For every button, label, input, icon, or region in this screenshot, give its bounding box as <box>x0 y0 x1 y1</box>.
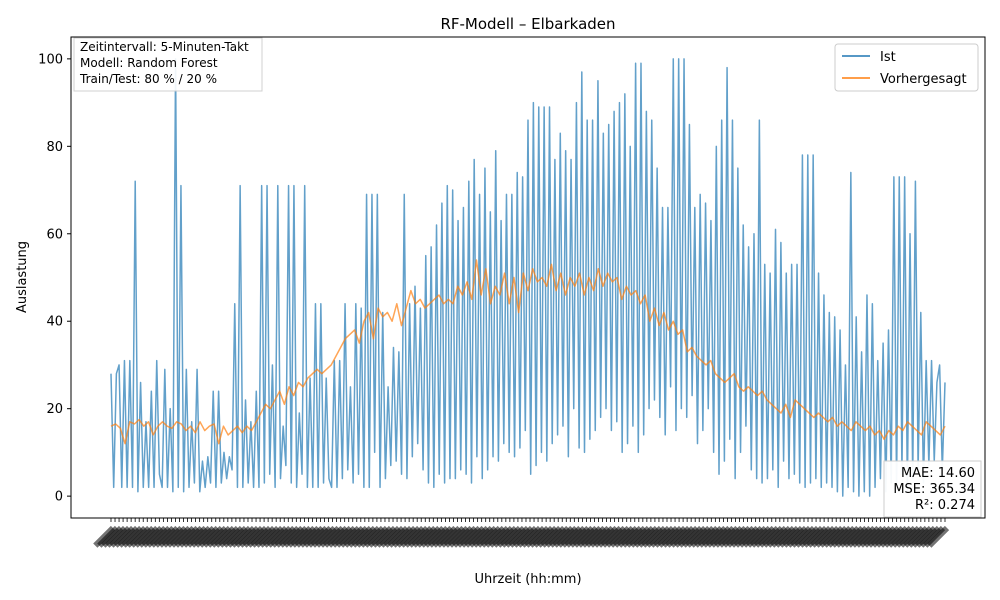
y-tick-label: 100 <box>38 52 63 67</box>
legend-label-ist: Ist <box>880 50 896 65</box>
metric-mse: MSE: 365.34 <box>893 482 975 497</box>
legend-label-vorhergesagt: Vorhergesagt <box>880 72 967 87</box>
info-box-frame <box>73 37 263 92</box>
x-tick-label <box>927 525 950 548</box>
info-line-split: Train/Test: 80 % / 20 % <box>79 72 217 86</box>
metric-r2: R²: 0.274 <box>915 498 975 513</box>
y-axis-label: Auslastung <box>15 241 30 313</box>
x-axis <box>93 518 950 548</box>
x-axis-label: Uhrzeit (hh:mm) <box>474 572 581 587</box>
y-tick-label: 0 <box>55 490 63 505</box>
series-layer <box>110 58 946 497</box>
y-tick-label: 80 <box>46 140 63 155</box>
plot-area <box>70 36 986 519</box>
metric-mae: MAE: 14.60 <box>901 466 975 481</box>
chart-title: RF-Modell – Elbarkaden <box>440 15 615 33</box>
y-tick-label: 60 <box>46 227 63 242</box>
y-tick-label: 20 <box>46 402 63 417</box>
series-vorhergesagt-line <box>110 259 946 445</box>
metrics-box-frame <box>883 460 982 518</box>
legend: Ist Vorhergesagt <box>834 43 979 92</box>
plot-frame <box>70 36 986 519</box>
info-line-model: Modell: Random Forest <box>80 56 218 70</box>
info-box: Zeitintervall: 5-Minuten-Takt Modell: Ra… <box>73 37 263 92</box>
metrics-box: MAE: 14.60 MSE: 365.34 R²: 0.274 <box>883 460 982 518</box>
info-line-interval: Zeitintervall: 5-Minuten-Takt <box>80 40 249 54</box>
y-axis: 0 20 40 60 80 100 <box>38 52 71 505</box>
series-ist-line <box>110 58 946 497</box>
legend-frame <box>834 43 979 92</box>
y-tick-label: 40 <box>46 315 63 330</box>
